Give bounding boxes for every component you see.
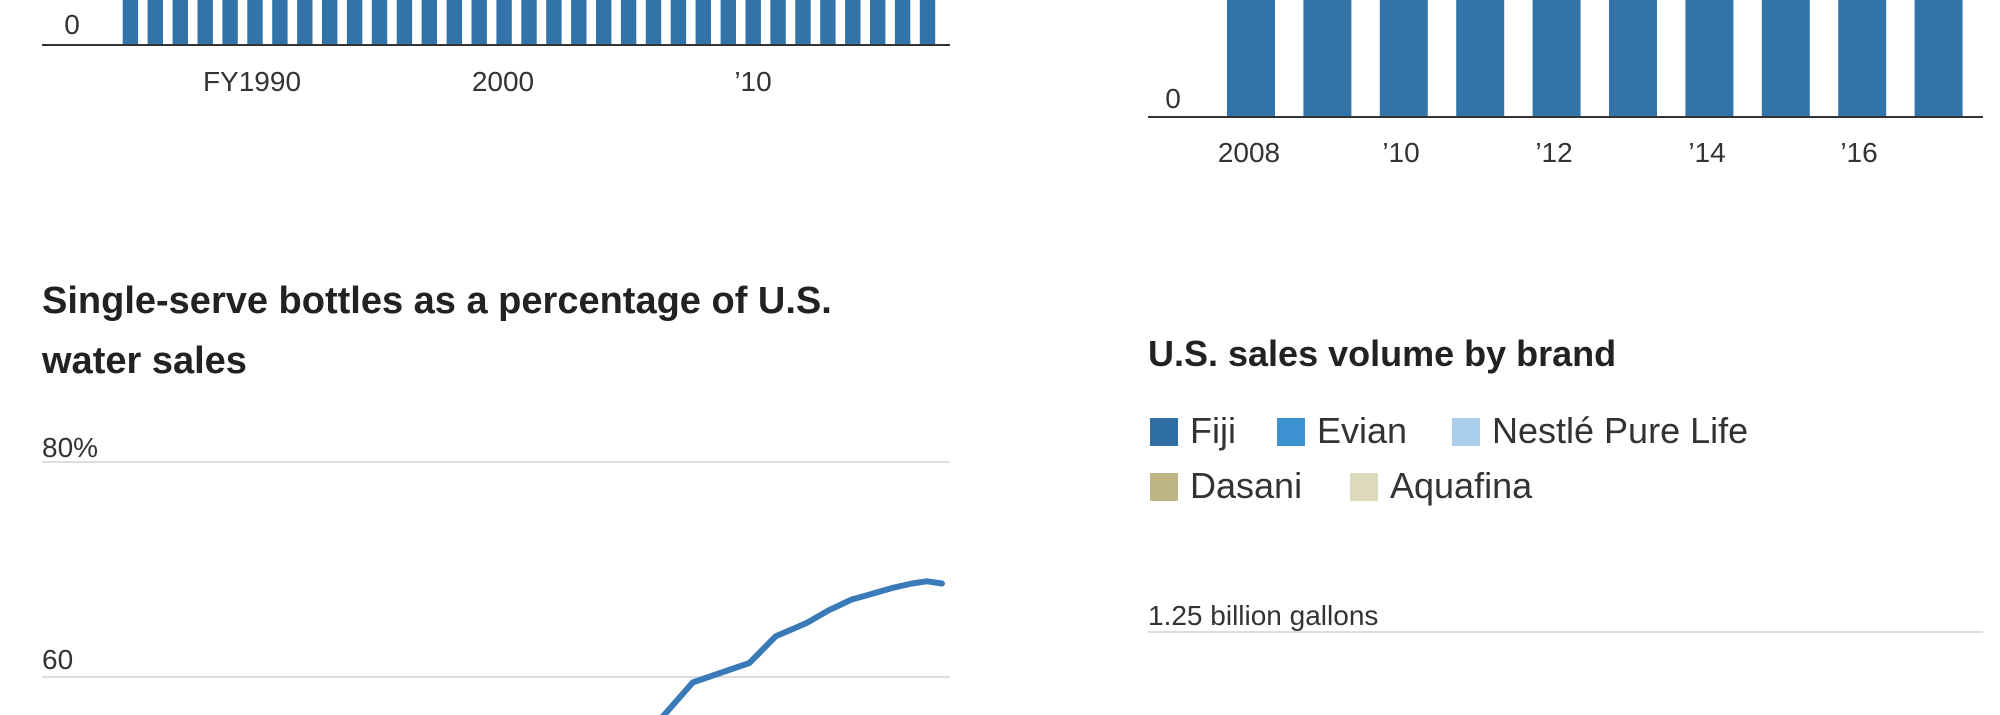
panel-1-bar [471,0,487,44]
panel-3-series-line [660,578,945,715]
panel-1-x-tick-0: FY1990 [203,66,301,97]
panel-2-bar [1379,0,1428,116]
panel-1-bar [521,0,537,44]
panel-2-x-tick-2: ’12 [1535,137,1572,168]
panel-3-y-tick-80: 80% [42,432,98,463]
legend-label-evian: Evian [1317,410,1407,451]
panel-2-bars [1227,0,1963,116]
panel-1-bar [197,0,213,44]
legend-swatch-evian [1277,418,1305,446]
panel-2-bar [1303,0,1352,116]
panel-1-bar [795,0,811,44]
panel-1-bar [421,0,437,44]
panel-3-y-tick-60: 60 [42,644,73,675]
panel-1-bar [446,0,462,44]
panel-1-bar [371,0,388,44]
panel-1-bar [919,0,936,44]
legend-swatch-aquafina [1350,473,1378,501]
legend-label-aquafina: Aquafina [1390,465,1533,506]
panel-1-bar [396,0,413,44]
panel-1-bars [122,0,936,44]
panel-1-bar [222,0,238,44]
panel-1-bar [720,0,736,44]
panel-1-bar [496,0,512,44]
panel-2-bar [1914,0,1963,116]
panel-1-bar [820,0,836,44]
panel-2-bar [1609,0,1657,116]
panel-3: Single-serve bottles as a percentage of … [41,280,950,715]
panel-1-bar [770,0,786,44]
panel-1: 0 FY1990 2000 ’10 [42,0,950,97]
panel-1-x-tick-1: 2000 [472,66,534,97]
panel-1-bar [122,0,139,44]
panel-1-bar [571,0,587,44]
panel-1-bar [147,0,163,44]
panel-1-bar [172,0,188,44]
panel-4-y-unit-label: 1.25 billion gallons [1148,600,1378,631]
panel-1-bar [670,0,687,44]
panel-2-bar [1227,0,1275,116]
panel-3-title-line-1: Single-serve bottles as a percentage of … [42,280,832,322]
panel-1-bar [297,0,313,44]
panel-1-bar [745,0,761,44]
legend-label-fiji: Fiji [1190,410,1236,451]
panel-1-bar [620,0,637,44]
panel-2-y-tick-0: 0 [1165,83,1181,114]
panel-1-bar [845,0,861,44]
panel-1-y-tick-0: 0 [64,9,80,40]
panel-2-bar [1685,0,1734,116]
panel-2: 0 2008 ’10 ’12 ’14 ’16 [1148,0,1983,168]
panel-1-bar [322,0,338,44]
panel-1-bar [272,0,288,44]
panel-2-bar [1532,0,1581,116]
panel-3-title-line-2: water sales [41,340,247,382]
panel-2-bar [1761,0,1810,116]
panel-4: U.S. sales volume by brand Fiji Evian Ne… [1148,333,1983,633]
legend-label-nestle: Nestlé Pure Life [1492,410,1748,451]
panel-2-x-tick-3: ’14 [1688,137,1725,168]
legend-swatch-nestle [1452,418,1480,446]
panel-2-x-tick-0: 2008 [1218,137,1280,168]
panel-1-bar [546,0,562,44]
legend-label-dasani: Dasani [1190,465,1302,506]
panel-1-bar [870,0,886,44]
panel-1-bar [346,0,363,44]
panel-1-x-tick-2: ’10 [734,66,771,97]
panel-2-bar [1838,0,1887,116]
legend-swatch-dasani [1150,473,1178,501]
legend-swatch-fiji [1150,418,1178,446]
panel-2-x-tick-4: ’16 [1840,137,1877,168]
panel-2-bar [1456,0,1505,116]
panel-1-bar [247,0,263,44]
panel-1-bar [596,0,612,44]
panel-2-x-tick-1: ’10 [1382,137,1419,168]
panel-1-bar [645,0,662,44]
panel-1-bar [894,0,911,44]
panel-4-title: U.S. sales volume by brand [1148,333,1616,374]
panel-1-bar [695,0,711,44]
